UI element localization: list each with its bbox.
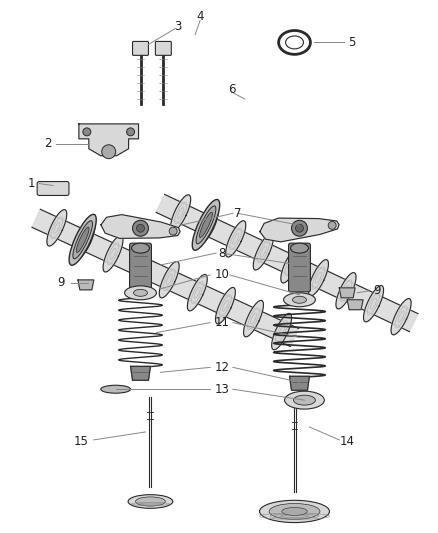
Text: 14: 14 — [340, 435, 355, 448]
FancyBboxPatch shape — [155, 42, 171, 55]
Polygon shape — [156, 195, 418, 332]
Ellipse shape — [285, 391, 324, 409]
Text: 8: 8 — [218, 247, 226, 260]
Polygon shape — [32, 209, 299, 346]
Polygon shape — [215, 287, 235, 324]
Circle shape — [102, 145, 116, 159]
Polygon shape — [336, 272, 356, 309]
Ellipse shape — [293, 395, 315, 405]
Ellipse shape — [269, 504, 320, 519]
Ellipse shape — [286, 36, 304, 49]
Polygon shape — [78, 280, 94, 290]
FancyBboxPatch shape — [133, 42, 148, 55]
Polygon shape — [226, 221, 246, 257]
Ellipse shape — [69, 214, 96, 265]
Text: 1: 1 — [28, 177, 35, 190]
Polygon shape — [308, 260, 328, 296]
Polygon shape — [391, 298, 411, 335]
FancyBboxPatch shape — [37, 182, 69, 196]
Text: 9: 9 — [57, 277, 65, 289]
Circle shape — [137, 224, 145, 232]
Polygon shape — [198, 208, 218, 244]
Polygon shape — [272, 313, 292, 350]
Text: 15: 15 — [74, 435, 88, 448]
Text: 6: 6 — [228, 83, 236, 95]
Ellipse shape — [200, 212, 212, 238]
Polygon shape — [244, 301, 263, 337]
Text: 13: 13 — [215, 383, 230, 395]
Ellipse shape — [293, 296, 307, 303]
Polygon shape — [171, 195, 191, 231]
Text: 11: 11 — [215, 316, 230, 329]
Polygon shape — [101, 215, 180, 238]
Text: 3: 3 — [175, 20, 182, 33]
FancyBboxPatch shape — [289, 243, 311, 292]
Ellipse shape — [135, 497, 165, 506]
Circle shape — [83, 128, 91, 136]
Polygon shape — [290, 376, 309, 390]
Polygon shape — [131, 366, 150, 380]
Ellipse shape — [131, 243, 149, 253]
Polygon shape — [131, 248, 151, 285]
Text: 5: 5 — [348, 36, 356, 49]
Ellipse shape — [282, 507, 307, 515]
Circle shape — [133, 220, 148, 236]
Ellipse shape — [260, 500, 329, 522]
Polygon shape — [103, 236, 123, 272]
Polygon shape — [347, 300, 363, 310]
Polygon shape — [47, 209, 67, 246]
Circle shape — [292, 220, 307, 236]
Ellipse shape — [76, 227, 89, 253]
Polygon shape — [339, 288, 355, 298]
Text: 9: 9 — [373, 284, 381, 297]
Circle shape — [127, 128, 134, 136]
Polygon shape — [159, 262, 179, 298]
Ellipse shape — [134, 289, 148, 296]
Text: 7: 7 — [234, 207, 242, 220]
Ellipse shape — [290, 243, 308, 253]
Ellipse shape — [283, 293, 315, 307]
Polygon shape — [75, 223, 95, 259]
Polygon shape — [260, 218, 339, 242]
Ellipse shape — [101, 385, 131, 393]
Ellipse shape — [124, 286, 156, 300]
Text: 12: 12 — [215, 361, 230, 374]
Polygon shape — [364, 286, 384, 322]
Text: 2: 2 — [45, 138, 52, 150]
FancyBboxPatch shape — [130, 243, 152, 292]
Polygon shape — [253, 233, 273, 270]
Circle shape — [328, 221, 336, 229]
Ellipse shape — [196, 206, 216, 244]
Text: 10: 10 — [215, 269, 230, 281]
Polygon shape — [187, 274, 207, 311]
Ellipse shape — [128, 495, 173, 508]
Polygon shape — [79, 124, 138, 156]
Text: 4: 4 — [196, 10, 204, 23]
Polygon shape — [281, 247, 301, 283]
Circle shape — [169, 227, 177, 235]
Ellipse shape — [73, 221, 92, 259]
Circle shape — [296, 224, 304, 232]
Ellipse shape — [192, 199, 220, 251]
